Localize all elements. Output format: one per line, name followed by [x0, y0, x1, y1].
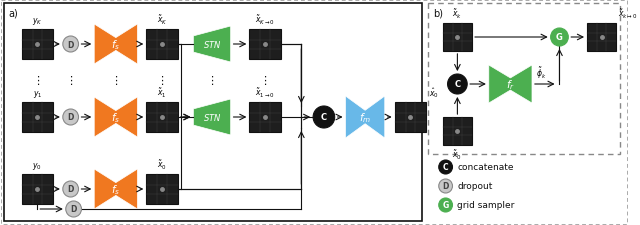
Text: $STN$: $STN$ [203, 112, 221, 123]
Text: a): a) [9, 9, 19, 19]
Text: $f_s$: $f_s$ [111, 111, 120, 124]
Circle shape [550, 29, 568, 47]
Text: $\tilde{x}_{k\rightarrow 0}$: $\tilde{x}_{k\rightarrow 0}$ [618, 8, 638, 21]
Text: dropout: dropout [458, 182, 493, 191]
Circle shape [63, 37, 79, 53]
Text: D: D [67, 185, 74, 194]
Text: $\tilde{x}_{K\rightarrow 0}$: $\tilde{x}_{K\rightarrow 0}$ [255, 14, 275, 27]
Text: D: D [70, 205, 77, 214]
Circle shape [63, 181, 79, 197]
Text: $y_1$: $y_1$ [33, 89, 42, 99]
Text: ⋮: ⋮ [65, 76, 76, 86]
Text: C: C [454, 80, 460, 89]
FancyBboxPatch shape [443, 24, 472, 52]
FancyBboxPatch shape [250, 30, 281, 60]
Text: $\tilde{x}_0$: $\tilde{x}_0$ [157, 158, 167, 171]
Circle shape [447, 75, 467, 94]
Polygon shape [193, 27, 230, 63]
Text: ⋮: ⋮ [32, 76, 43, 86]
Text: $f_r$: $f_r$ [506, 78, 515, 92]
Circle shape [313, 106, 335, 128]
Text: ⋮: ⋮ [259, 76, 271, 86]
Circle shape [63, 110, 79, 126]
Text: $\tilde{x}_1$: $\tilde{x}_1$ [157, 87, 167, 99]
Polygon shape [94, 169, 138, 209]
Text: $f_m$: $f_m$ [359, 111, 371, 124]
Text: ⋮: ⋮ [110, 76, 122, 86]
Circle shape [66, 201, 81, 217]
FancyBboxPatch shape [22, 30, 53, 60]
FancyBboxPatch shape [147, 103, 178, 132]
Polygon shape [94, 98, 138, 137]
Polygon shape [94, 25, 138, 65]
Text: $\tilde{x}_k$: $\tilde{x}_k$ [452, 8, 463, 21]
Text: $\tilde{x}_0$: $\tilde{x}_0$ [452, 148, 462, 161]
Text: D: D [67, 40, 74, 49]
FancyBboxPatch shape [587, 24, 616, 52]
FancyBboxPatch shape [22, 174, 53, 204]
FancyBboxPatch shape [250, 103, 281, 132]
Text: C: C [321, 113, 327, 122]
Text: $\tilde{\phi}_k$: $\tilde{\phi}_k$ [536, 65, 547, 81]
Text: $f_s$: $f_s$ [111, 182, 120, 196]
FancyBboxPatch shape [4, 4, 422, 221]
FancyBboxPatch shape [443, 117, 472, 145]
Circle shape [439, 198, 452, 212]
Text: C: C [443, 163, 449, 172]
Text: ⋮: ⋮ [207, 76, 218, 86]
Circle shape [439, 160, 452, 174]
FancyBboxPatch shape [147, 174, 178, 204]
Text: grid sampler: grid sampler [458, 201, 515, 209]
Circle shape [439, 179, 452, 193]
Text: b): b) [433, 9, 443, 19]
Text: $STN$: $STN$ [203, 39, 221, 50]
Polygon shape [193, 99, 230, 135]
FancyBboxPatch shape [395, 103, 426, 132]
Polygon shape [346, 97, 385, 138]
Text: $\tilde{x}_{1\rightarrow 0}$: $\tilde{x}_{1\rightarrow 0}$ [255, 87, 275, 99]
FancyBboxPatch shape [147, 30, 178, 60]
Text: D: D [67, 113, 74, 122]
FancyBboxPatch shape [22, 103, 53, 132]
Text: G: G [442, 201, 449, 209]
FancyBboxPatch shape [428, 4, 620, 154]
Text: ⋮: ⋮ [156, 76, 168, 86]
Text: G: G [556, 33, 563, 42]
Text: $f_s$: $f_s$ [111, 38, 120, 52]
Text: concatenate: concatenate [458, 163, 514, 172]
Text: $\hat{x}_0$: $\hat{x}_0$ [429, 86, 439, 99]
Text: $y_0$: $y_0$ [33, 160, 42, 171]
Text: $y_K$: $y_K$ [32, 16, 43, 27]
Polygon shape [489, 66, 532, 104]
Text: $\tilde{x}_K$: $\tilde{x}_K$ [157, 14, 167, 27]
Text: D: D [442, 182, 449, 191]
